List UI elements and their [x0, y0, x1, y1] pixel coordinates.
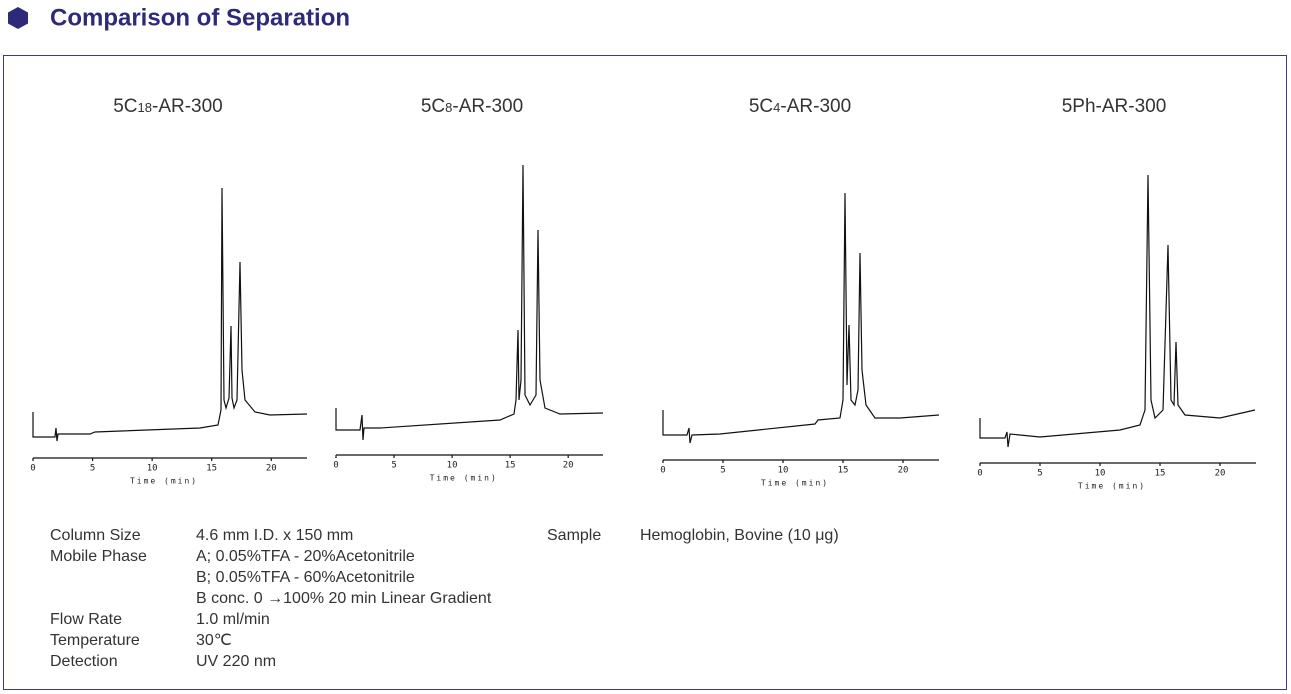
panel-title: 5C8-AR-300 [421, 96, 523, 117]
condition-value: 4.6 mm I.D. x 150 mm [196, 527, 353, 544]
subscript: 4 [773, 100, 780, 115]
x-tick-label: 10 [778, 466, 789, 476]
sample-label: Sample [547, 527, 601, 544]
chromatogram-trace [979, 174, 1256, 448]
condition-value: A; 0.05%TFA - 20%Acetonitrile [196, 548, 415, 565]
x-tick-label: 20 [266, 464, 277, 474]
x-tick-label: 5 [391, 461, 396, 471]
condition-value: UV 220 nm [196, 653, 276, 670]
condition-label: Flow Rate [50, 611, 122, 628]
x-tick-label: 15 [505, 461, 516, 471]
title-part: 5C [749, 96, 773, 117]
x-axis-label: Time (min) [430, 474, 498, 483]
x-tick-label: 10 [1095, 469, 1106, 479]
x-tick-label: 15 [206, 464, 217, 474]
condition-label: Mobile Phase [50, 548, 147, 565]
x-tick-label: 0 [30, 464, 35, 474]
hexagon-icon [8, 7, 28, 29]
x-tick-label: 20 [1215, 469, 1226, 479]
x-tick-label: 0 [660, 466, 665, 476]
x-tick-label: 15 [1155, 469, 1166, 479]
page-title: Comparison of Separation [50, 4, 350, 31]
x-tick-label: 5 [90, 464, 95, 474]
x-axis-label: Time (min) [761, 479, 829, 488]
x-axis-label: Time (min) [130, 477, 198, 486]
x-tick-label: 15 [838, 466, 849, 476]
panel-title: 5C18-AR-300 [113, 96, 223, 117]
condition-label: Column Size [50, 527, 141, 544]
sample-value: Hemoglobin, Bovine (10 μg) [640, 527, 839, 544]
title-part: 5Ph-AR-300 [1062, 96, 1167, 117]
title-part: -AR-300 [452, 96, 523, 117]
chromatogram-trace [32, 187, 308, 442]
condition-value: B; 0.05%TFA - 60%Acetonitrile [196, 569, 415, 586]
x-tick-label: 0 [977, 469, 982, 479]
condition-value: B conc. 0 →100% 20 min Linear Gradient [196, 590, 492, 607]
x-tick-label: 5 [1037, 469, 1042, 479]
x-tick-label: 10 [147, 464, 158, 474]
condition-value: 1.0 ml/min [196, 611, 270, 628]
panel-title: 5Ph-AR-300 [1062, 96, 1167, 117]
subscript: 18 [138, 100, 152, 115]
title-part: 5C [421, 96, 445, 117]
subscript: 8 [445, 100, 452, 115]
x-tick-label: 10 [447, 461, 458, 471]
panel-title: 5C4-AR-300 [749, 96, 851, 117]
x-tick-label: 20 [563, 461, 574, 471]
condition-value: 30℃ [196, 632, 232, 649]
x-tick-label: 20 [898, 466, 909, 476]
x-axis-label: Time (min) [1078, 482, 1146, 491]
title-part: -AR-300 [780, 96, 851, 117]
condition-label: Temperature [50, 632, 140, 649]
title-part: -AR-300 [152, 96, 223, 117]
chromatogram-trace [662, 192, 940, 444]
x-tick-label: 0 [333, 461, 338, 471]
title-part: 5C [113, 96, 137, 117]
frame [3, 55, 1287, 690]
x-tick-label: 5 [720, 466, 725, 476]
chromatogram-trace [335, 164, 604, 441]
condition-label: Detection [50, 653, 118, 670]
